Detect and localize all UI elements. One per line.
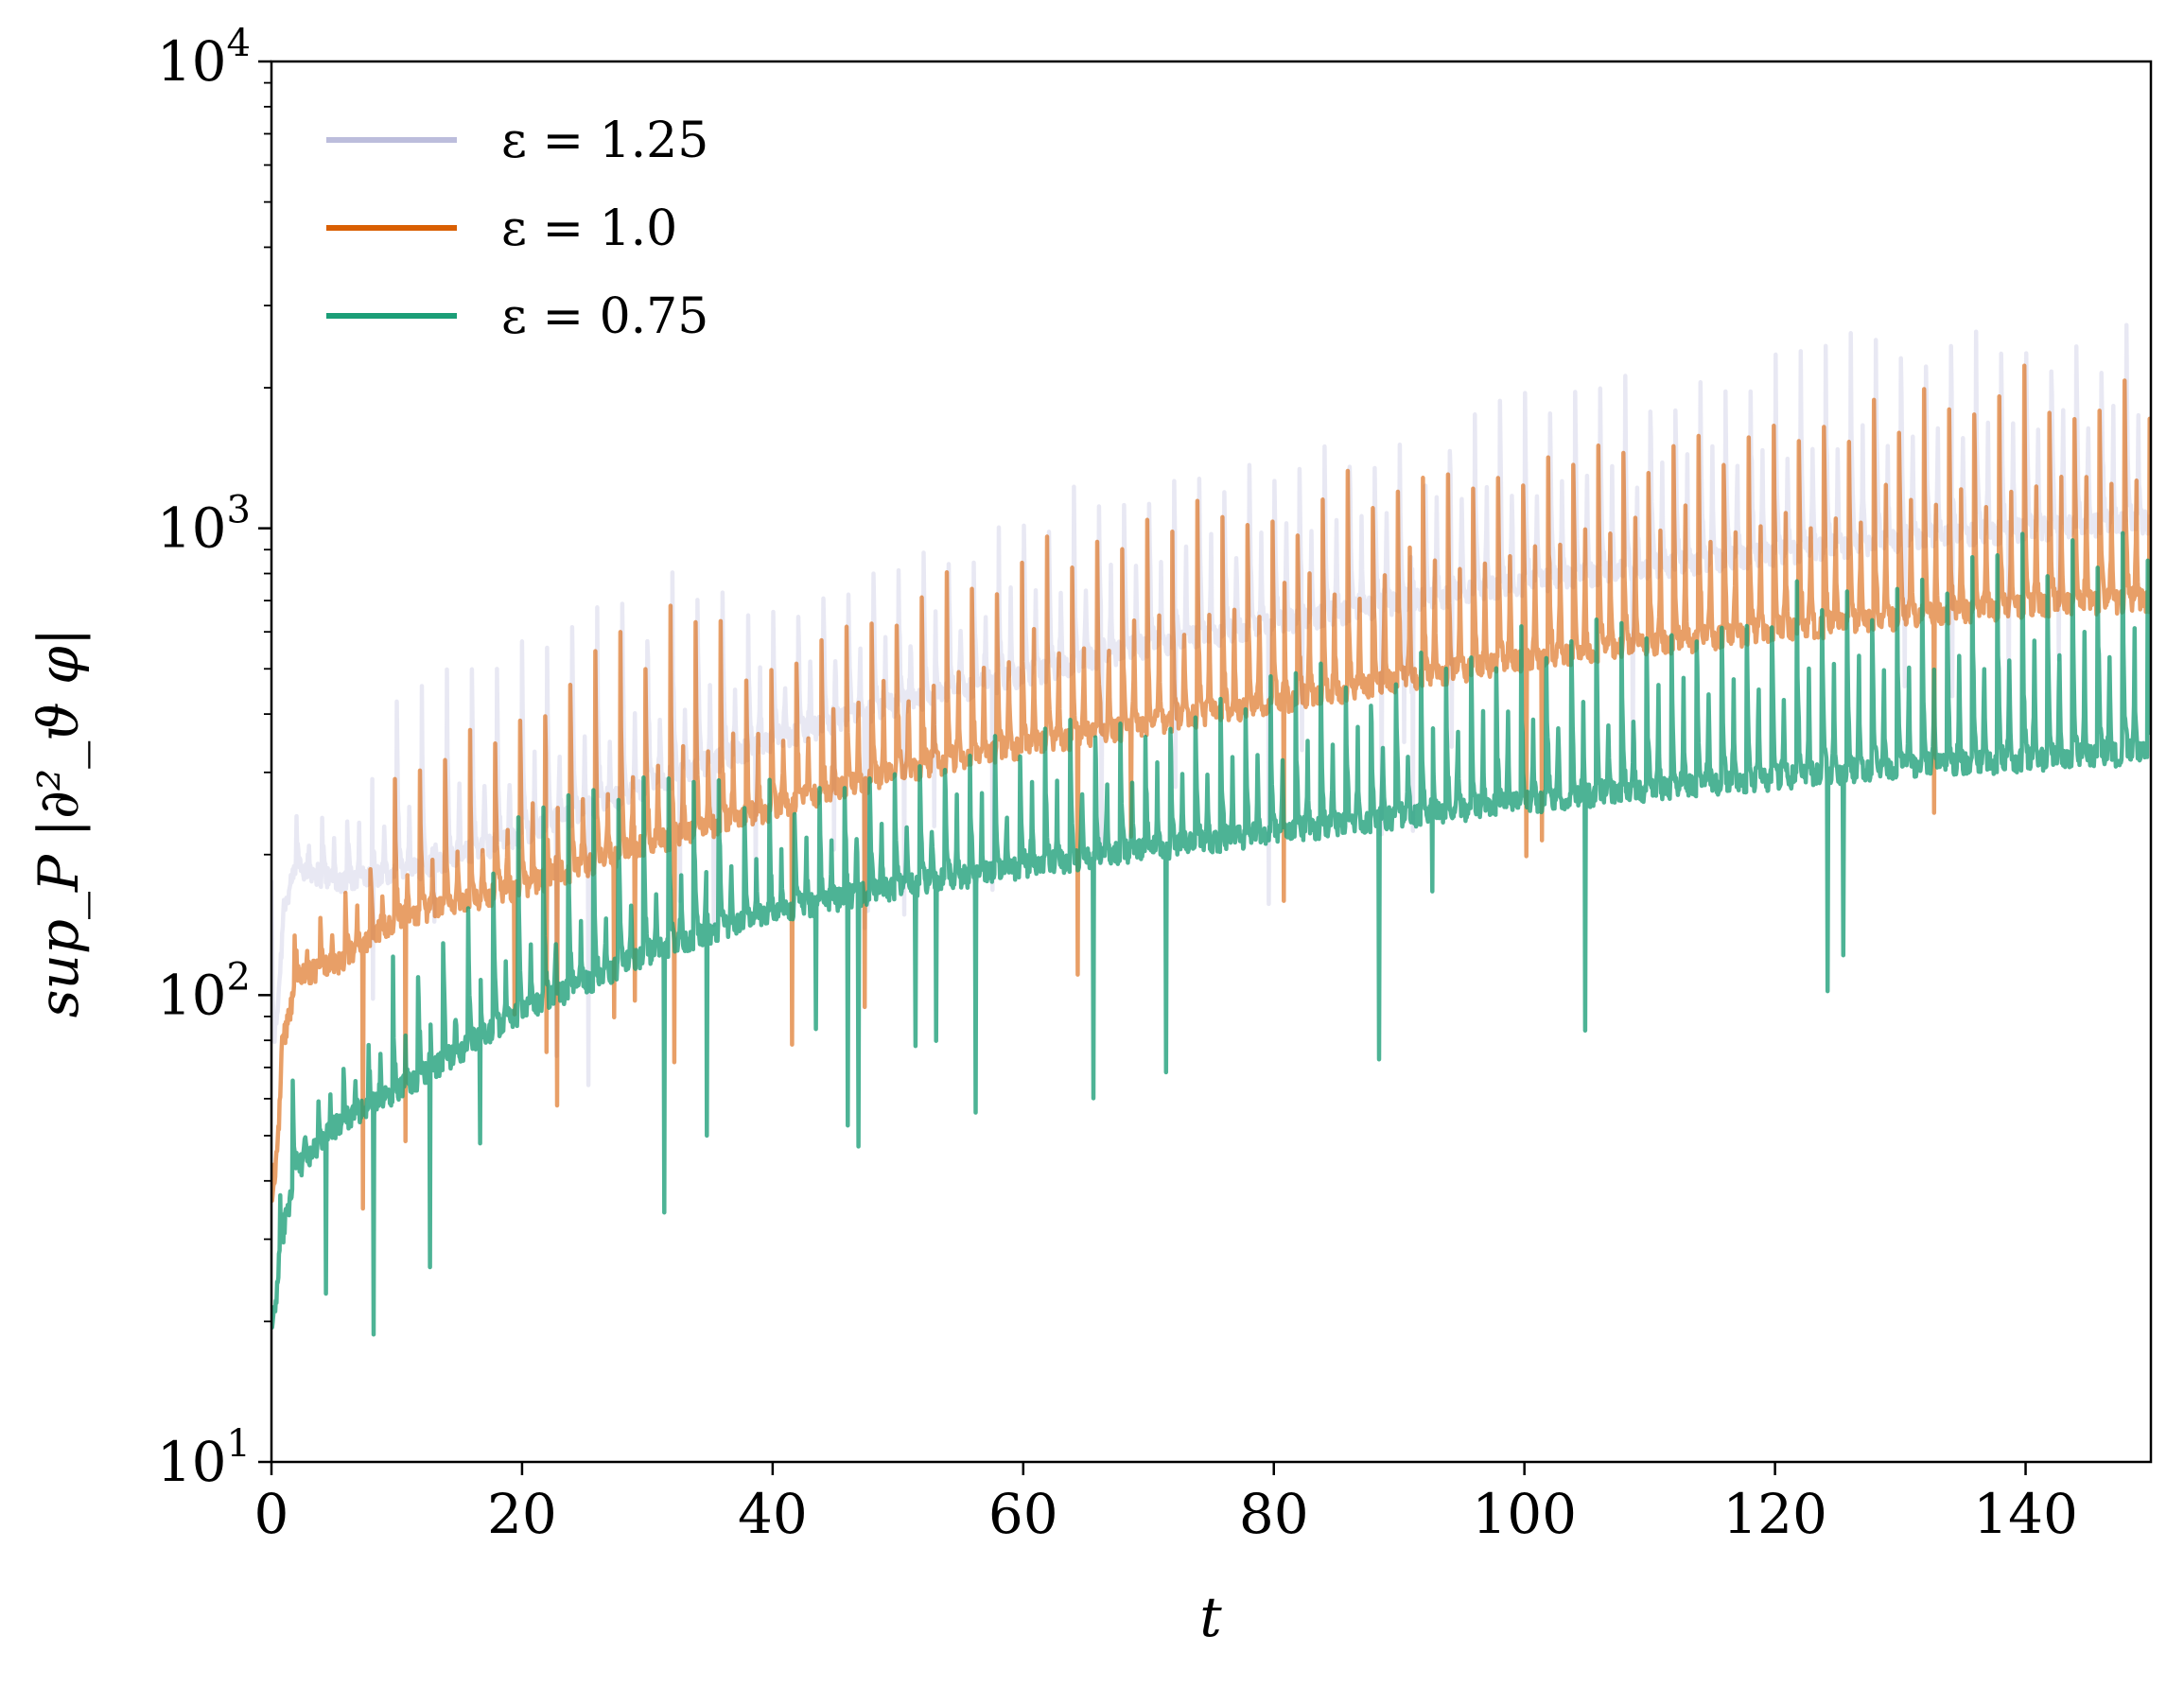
svg-text:sup_P |∂²_ϑ φ|: sup_P |∂²_ϑ φ| (26, 628, 91, 1018)
legend: ε = 1.25 ε = 1.0 ε = 0.75 (326, 113, 708, 345)
series-layer (271, 322, 2151, 1337)
legend-label-eps-1-25: ε = 1.25 (501, 113, 708, 169)
series-line-eps-0-75 (271, 530, 2151, 1337)
series-line-eps-1-0 (271, 363, 2151, 1211)
y-tick-label: 103 (157, 489, 251, 561)
x-tick-label: 100 (1472, 1482, 1577, 1546)
x-axis: 0 20 40 60 80 100 120 140 (254, 1462, 2078, 1546)
y-axis-label: sup_P |∂²_ϑ φ| (26, 628, 91, 1018)
x-tick-label: 80 (1239, 1482, 1309, 1546)
x-tick-label: 140 (1973, 1482, 2078, 1546)
y-tick-label: 104 (157, 22, 251, 94)
x-tick-label: 20 (487, 1482, 557, 1546)
y-axis-label-text: sup_P |∂²_ϑ φ| (26, 628, 91, 1018)
plot-frame (270, 60, 2153, 1464)
legend-label-eps-0-75: ε = 0.75 (501, 288, 708, 345)
x-tick-label: 40 (738, 1482, 808, 1546)
legend-label-eps-1-0: ε = 1.0 (501, 200, 677, 257)
x-tick-label: 120 (1722, 1482, 1827, 1546)
series-line-eps-1-25 (271, 322, 2151, 1087)
y-tick-label: 102 (157, 955, 251, 1027)
x-axis-label: t (1199, 1585, 1222, 1649)
x-tick-label: 0 (254, 1482, 289, 1546)
y-axis: 101 102 103 104 (157, 22, 271, 1494)
x-tick-label: 60 (988, 1482, 1058, 1546)
y-tick-label: 101 (157, 1422, 251, 1494)
